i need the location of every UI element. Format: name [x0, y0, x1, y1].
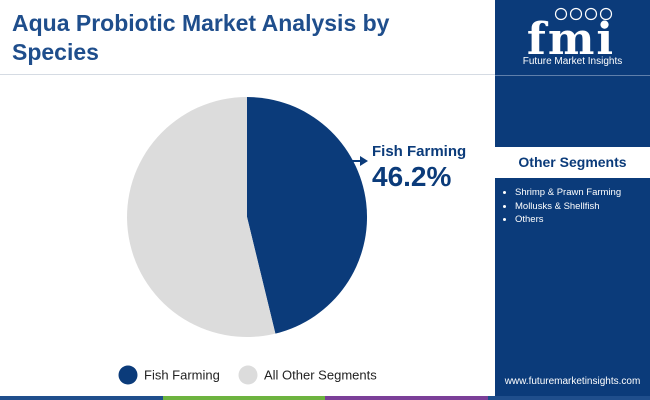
- legend-swatch: [238, 365, 258, 385]
- logo-tagline: Future Market Insights: [522, 56, 623, 67]
- legend-swatch: [118, 365, 138, 385]
- segment-item: Others: [515, 213, 621, 227]
- annotation-arrow-head: [360, 156, 368, 166]
- annotation-label: Fish Farming: [372, 143, 466, 160]
- pie-slice-all-other-segments: [127, 97, 276, 337]
- accent-segment: [487, 396, 650, 400]
- legend-label: Fish Farming: [144, 368, 220, 383]
- segment-item: Mollusks & Shellfish: [515, 200, 621, 214]
- pie-slices: [127, 97, 368, 337]
- pie-chart: Fish Farming 46.2% Fish Farming All Other…: [118, 97, 466, 385]
- website-url: www.futuremarketinsights.com: [504, 376, 641, 387]
- pie-slice-fish-farming: [247, 97, 368, 334]
- legend-item: Fish Farming: [118, 365, 220, 385]
- accent-segment: [325, 396, 488, 400]
- accent-segment: [0, 396, 163, 400]
- legend-item: All Other Segments: [238, 365, 377, 385]
- sidebar-divider: [495, 75, 650, 76]
- other-segments-list: Shrimp & Prawn Farming Mollusks & Shellf…: [503, 186, 621, 227]
- page-title: Aqua Probiotic Market Analysis by Specie…: [12, 10, 390, 65]
- annotation-fish-farming: Fish Farming 46.2%: [349, 143, 466, 192]
- accent-segment: [162, 396, 325, 400]
- title-divider: [0, 74, 495, 75]
- chart-legend: Fish Farming All Other Segments: [118, 365, 377, 385]
- segment-item: Shrimp & Prawn Farming: [515, 186, 621, 200]
- logo-wordmark: fmi: [527, 14, 615, 65]
- bottom-accent-bar: [0, 396, 650, 400]
- legend-label: All Other Segments: [264, 368, 377, 383]
- annotation-value: 46.2%: [372, 161, 451, 192]
- sidebar: fmi Future Market Insights Other Segment…: [495, 0, 650, 400]
- other-segments-header: Other Segments: [495, 147, 650, 178]
- fmi-logo: fmi: [527, 7, 615, 65]
